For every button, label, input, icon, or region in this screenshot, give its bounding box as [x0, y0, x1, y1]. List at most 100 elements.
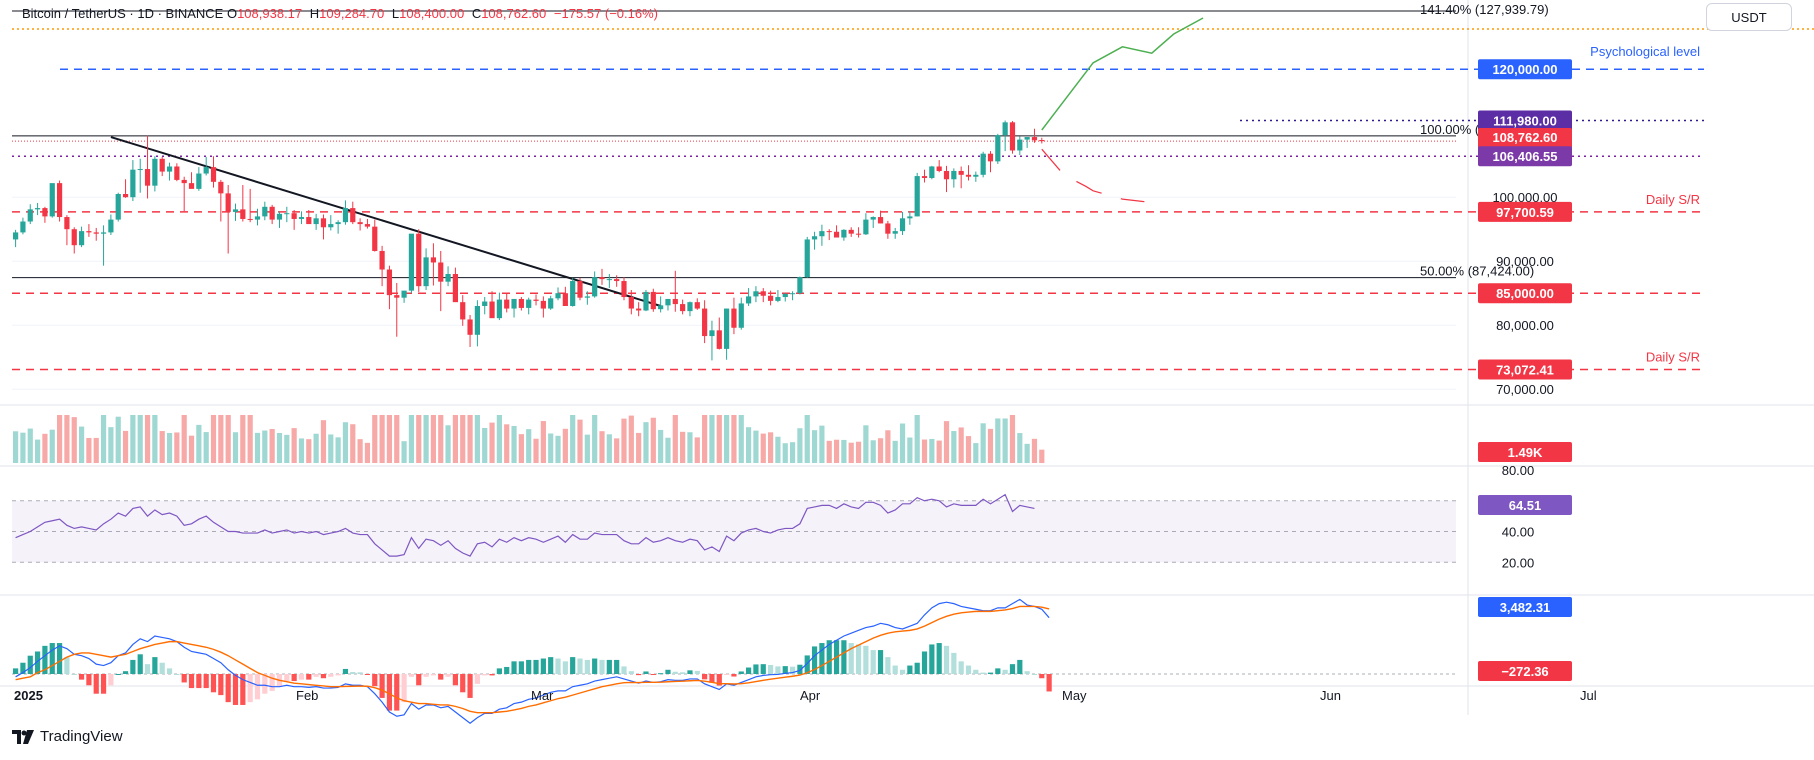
candle: [650, 288, 656, 312]
volume-bar: [577, 419, 583, 463]
candle: [166, 162, 173, 181]
macd-histogram-bar: [467, 674, 473, 698]
close-value: 108,762.60: [481, 6, 547, 21]
macd-histogram-bar: [562, 661, 568, 674]
tag-73072: 73,072.41: [1496, 363, 1554, 378]
volume-bar: [64, 415, 70, 463]
volume-bar: [606, 434, 612, 463]
candle-body: [863, 219, 869, 235]
candle: [870, 216, 876, 228]
candle: [49, 183, 55, 218]
volume-bar: [430, 415, 437, 463]
volume-bar: [71, 417, 77, 463]
candle-body: [452, 274, 458, 303]
candle: [115, 192, 121, 222]
volume-bar: [833, 439, 840, 463]
macd-histogram-bar: [20, 662, 26, 674]
volume-bar: [181, 415, 187, 463]
macd-histogram-bar: [533, 659, 539, 674]
candle-body: [86, 231, 92, 233]
volume-bar: [540, 421, 546, 463]
macd-histogram-bar: [364, 674, 371, 675]
time-axis-tick: Jun: [1320, 688, 1341, 703]
macd-histogram-bar: [943, 645, 950, 674]
macd-histogram-bar: [855, 644, 862, 674]
candle-body: [416, 233, 422, 287]
tradingview-logo[interactable]: TradingView: [12, 728, 123, 745]
volume-bar: [716, 415, 722, 463]
volume-bar: [892, 440, 898, 463]
volume-bar: [423, 415, 429, 463]
tag-111980: 111,980.00: [1493, 114, 1557, 129]
volume-bar: [980, 423, 986, 463]
candle: [306, 210, 312, 225]
candle-body: [540, 300, 546, 309]
candle: [584, 291, 590, 305]
macd-histogram-bar: [262, 674, 268, 694]
candle: [570, 277, 576, 307]
volume-bar: [973, 443, 979, 463]
candle: [738, 297, 744, 330]
candle: [482, 297, 488, 315]
volume-bar: [416, 415, 422, 463]
volume-bar: [665, 437, 671, 463]
candle-body: [489, 301, 495, 319]
candle: [724, 308, 730, 360]
macd-histogram-bar: [548, 657, 554, 674]
currency-selector[interactable]: USDT: [1706, 3, 1792, 31]
candle-body: [819, 231, 825, 237]
candle: [1017, 136, 1023, 155]
macd-signal-line: [15, 605, 1050, 714]
candle-body: [1031, 137, 1038, 141]
candle: [855, 227, 862, 238]
macd-histogram-bar: [958, 661, 964, 674]
macd-histogram-bar: [232, 674, 239, 705]
macd-histogram-bar: [49, 643, 55, 674]
macd-histogram-bar: [694, 670, 700, 674]
tag-106406: 106,406.55: [1492, 149, 1557, 164]
candle-body: [298, 217, 305, 219]
candle-body: [804, 239, 810, 278]
macd-histogram-bar: [372, 674, 378, 687]
volume-bar: [797, 428, 803, 463]
volume-bar: [247, 415, 253, 463]
volume-bar: [680, 431, 686, 463]
candle-body: [364, 224, 371, 227]
candle-body: [306, 217, 312, 225]
volume-bar: [291, 428, 297, 463]
tradingview-logo-icon: [12, 729, 34, 744]
candle: [775, 290, 781, 303]
volume-bar: [943, 421, 950, 463]
macd-histogram-bar: [423, 674, 429, 677]
ohlc-legend: Bitcoin / TetherUS · 1D · BINANCE O108,9…: [22, 6, 662, 21]
macd-histogram-bar: [445, 674, 451, 677]
candle: [342, 200, 349, 225]
tag-volume-bg: [1478, 442, 1572, 462]
candle: [892, 227, 898, 239]
macd-histogram-bar: [342, 668, 349, 674]
volume-bar: [108, 427, 114, 463]
volume-bar: [130, 415, 136, 463]
volume-bar: [1024, 443, 1030, 463]
candle: [56, 180, 63, 222]
candle-body: [130, 169, 136, 198]
candle: [826, 229, 832, 241]
volume-bar: [467, 415, 473, 463]
tag-120k-bg: [1478, 59, 1572, 80]
candle-body: [731, 308, 737, 328]
macd-histogram-bar: [357, 672, 363, 674]
macd-histogram-bar: [731, 674, 737, 677]
macd-histogram-bar: [181, 674, 187, 683]
macd-histogram-bar: [929, 644, 935, 674]
macd-histogram-bar: [122, 671, 129, 674]
macd-histogram-bar: [152, 657, 158, 674]
candle: [320, 214, 327, 240]
open-value: 108,938.17: [237, 6, 303, 21]
volume-bar: [877, 438, 884, 463]
candle-body: [34, 208, 41, 210]
candle-body: [672, 298, 678, 305]
candle: [20, 217, 26, 235]
macd-histogram-bar: [13, 668, 19, 674]
low-value: 108,400.00: [399, 6, 465, 21]
